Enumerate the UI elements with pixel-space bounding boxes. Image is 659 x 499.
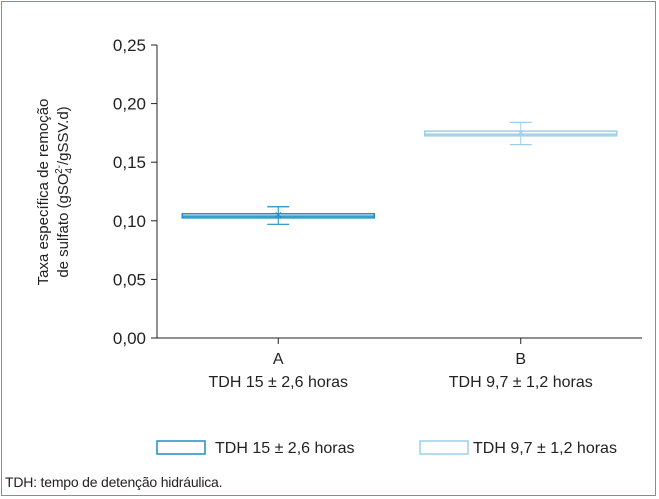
- legend-item-0: TDH 15 ± 2,6 horas: [156, 440, 355, 457]
- y-tick-label-0: 0,00: [113, 329, 146, 348]
- x-tick-sublabel-1: TDH 9,7 ± 1,2 horas: [449, 374, 593, 391]
- legend: TDH 15 ± 2,6 horas TDH 9,7 ± 1,2 horas: [156, 440, 617, 457]
- x-axis: A TDH 15 ± 2,6 horas B TDH 9,7 ± 1,2 horas: [157, 337, 642, 391]
- box-series-1: [424, 121, 618, 146]
- y-axis-title-subscript: 4: [64, 167, 75, 173]
- x-tick-label-0: A: [273, 351, 284, 368]
- mean-marker-0: [275, 212, 282, 218]
- footnote: TDH: tempo de detenção hidráulica.: [5, 474, 223, 490]
- y-axis-title-superscript: 2-: [54, 165, 65, 174]
- y-tick-label-3: 0,15: [113, 153, 146, 172]
- legend-item-1: TDH 9,7 ± 1,2 horas: [419, 440, 617, 457]
- y-tick-label-1: 0,05: [113, 270, 146, 289]
- mean-marker-1: [517, 129, 524, 136]
- y-axis-title: Taxa específica de remoção de sulfato (g…: [35, 99, 75, 286]
- y-tick-label-2: 0,10: [113, 212, 146, 231]
- y-tick-label-4: 0,20: [113, 95, 146, 114]
- y-axis-title-line-2: de sulfato (gSO42-/gSSV.d): [54, 106, 75, 277]
- legend-label-1: TDH 9,7 ± 1,2 horas: [473, 440, 617, 457]
- x-tick-label-1: B: [515, 351, 526, 368]
- y-tick-label-5: 0,25: [113, 36, 146, 55]
- boxes: [181, 121, 618, 225]
- box-series-0: [181, 206, 375, 225]
- legend-swatch-1: [419, 440, 469, 455]
- legend-label-0: TDH 15 ± 2,6 horas: [215, 440, 355, 457]
- y-axis-title-line-2-end: /gSSV.d): [55, 106, 72, 165]
- y-axis: 0,00 0,05 0,10 0,15 0,20 0,25: [113, 36, 158, 348]
- y-axis-title-line-2-start: de sulfato (gSO: [55, 173, 72, 277]
- y-axis-title-line-1: Taxa específica de remoção: [35, 99, 52, 286]
- x-tick-sublabel-0: TDH 15 ± 2,6 horas: [208, 374, 348, 391]
- legend-swatch-0: [156, 440, 206, 455]
